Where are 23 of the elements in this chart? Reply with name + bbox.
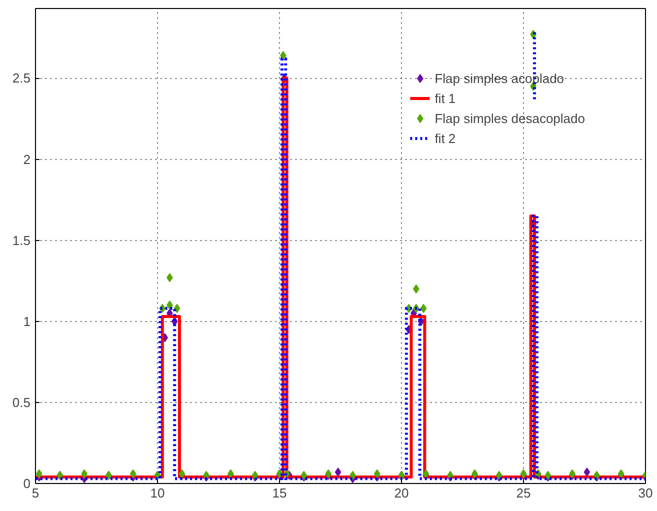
y-tick-label: 2 [23,152,31,167]
legend-label: Flap simples acoplado [434,70,564,86]
y-tick-label: 2.5 [12,70,31,86]
point [374,469,380,478]
x-tick-label: 15 [272,486,287,500]
x-tick-label: 10 [150,486,165,500]
y-tick-label: 1.5 [12,232,31,248]
legend-label: Flap simples desacoplado [434,110,585,126]
y-tick-label: 1 [23,314,31,329]
x-tick-label: 20 [394,486,409,500]
x-tick-label: 25 [516,486,531,500]
point [36,469,42,478]
point [280,51,286,60]
point [130,469,136,478]
y-tick-label: 0.5 [12,394,31,410]
point [174,304,180,313]
x-tick-label: 5 [32,486,40,500]
y-tick-label: 0 [23,476,31,491]
point [412,284,420,294]
legend-label: fit 1 [434,90,456,106]
point [420,304,427,313]
x-tick-label: 30 [638,486,653,500]
legend-label: fit 2 [434,130,456,146]
